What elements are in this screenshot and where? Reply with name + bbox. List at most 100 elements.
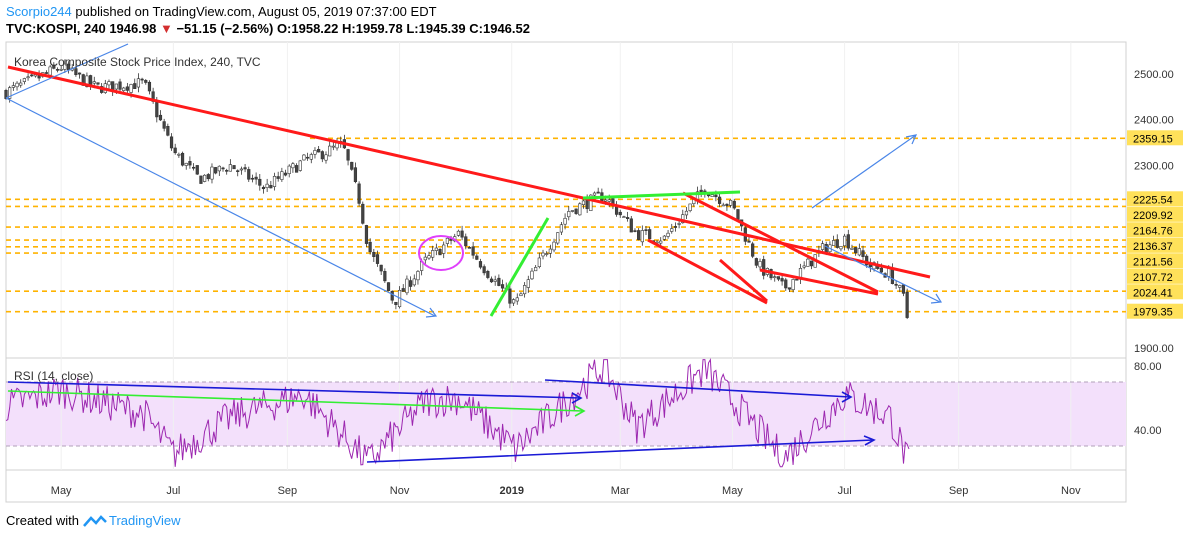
candle-body — [806, 258, 810, 267]
candle-body — [890, 267, 895, 284]
candle-body — [563, 217, 567, 225]
close-value: 1946.52 — [482, 21, 530, 36]
rsi-blue-downtrend-2[interactable] — [544, 379, 851, 398]
red-wedge-lower-1[interactable] — [647, 238, 768, 305]
candle-body — [250, 177, 255, 180]
candle-body — [659, 240, 663, 244]
candle-body — [434, 247, 438, 251]
candle-body — [52, 64, 56, 69]
rsi-blue-uptrend[interactable] — [366, 439, 874, 463]
price-level-tag — [1127, 130, 1183, 146]
candle-body — [144, 80, 148, 83]
candle-body — [732, 200, 736, 209]
tradingview-brand[interactable]: TradingView — [108, 513, 181, 528]
author-link[interactable]: Scorpio244 — [6, 4, 72, 19]
candle-body — [184, 162, 188, 166]
candle-body — [493, 279, 497, 282]
candle-body — [545, 253, 549, 255]
candle-body — [272, 175, 277, 187]
candle-body — [438, 248, 442, 256]
tradingview-logo-icon — [83, 514, 107, 527]
candle-body — [688, 203, 692, 211]
red-wedge-lower-3[interactable] — [719, 258, 768, 303]
candle-body — [26, 76, 30, 79]
candle-body — [309, 154, 313, 160]
candle-body — [773, 276, 777, 279]
candle-body — [596, 191, 600, 194]
blue-down-arrow[interactable] — [824, 245, 941, 303]
arrowhead-icon — [425, 307, 438, 318]
candle-body — [670, 228, 674, 232]
candle-body — [199, 175, 203, 184]
time-tick-label: Jul — [838, 485, 852, 497]
price-level-tag — [1127, 206, 1183, 222]
red-wedge-lower-2[interactable] — [759, 268, 879, 296]
candle-body — [622, 216, 626, 218]
time-tick-label: Jul — [166, 485, 180, 497]
candle-body — [136, 78, 141, 88]
red-wedge-upper[interactable] — [682, 191, 879, 294]
arrowhead-icon — [863, 435, 876, 446]
candle-body — [445, 237, 449, 244]
candle-body — [556, 232, 560, 244]
rsi-label: RSI (14, close) — [14, 369, 93, 383]
candle-body — [147, 81, 152, 92]
candle-body — [456, 230, 461, 236]
candle-body — [228, 164, 232, 172]
candle-body — [581, 200, 586, 205]
candle-body — [717, 196, 722, 204]
price-tick-label: 2500.00 — [1134, 69, 1174, 81]
candle-body — [497, 277, 501, 286]
candle-body — [894, 283, 898, 286]
blue-channel-top[interactable] — [5, 43, 129, 99]
candle-body — [217, 165, 221, 172]
candle-body — [471, 246, 475, 256]
candle-body — [383, 271, 387, 282]
candle-body — [780, 278, 784, 282]
candle-body — [843, 235, 847, 247]
published-text: published on TradingView.com, August 05,… — [75, 4, 437, 19]
candle-body — [710, 194, 714, 197]
time-tick-label: Sep — [949, 485, 969, 497]
candle-body — [11, 85, 15, 88]
blue-target-arrow[interactable] — [811, 134, 917, 209]
candle-body — [442, 244, 446, 254]
candle-body — [180, 152, 185, 166]
time-tick-label: May — [722, 485, 743, 497]
price-level-label: 2107.72 — [1133, 272, 1173, 284]
candle-body — [747, 240, 751, 243]
candle-body — [839, 245, 843, 250]
candle-body — [515, 297, 519, 302]
candle-body — [331, 145, 335, 148]
ohlc-header: TVC:KOSPI, 240 1946.98 ▼ −51.15 (−2.56%)… — [6, 21, 530, 36]
candle-body — [629, 218, 633, 233]
green-uptrend-line[interactable] — [489, 217, 550, 317]
candle-body — [298, 160, 302, 171]
rsi-green-downtrend[interactable] — [7, 390, 584, 412]
highlight-ellipse[interactable] — [418, 235, 464, 271]
candle-body — [589, 194, 593, 212]
candle-body — [346, 149, 350, 161]
candle-body — [865, 255, 869, 266]
candle-body — [901, 284, 906, 294]
candle-body — [879, 267, 884, 273]
candle-body — [317, 148, 321, 153]
candle-body — [276, 176, 280, 179]
candle-body — [431, 250, 435, 258]
candle-body — [37, 75, 41, 79]
green-resistance-line[interactable] — [582, 190, 741, 200]
candle-body — [603, 199, 608, 202]
candle-body — [534, 267, 538, 272]
blue-channel-arrow[interactable] — [5, 97, 436, 317]
candle-body — [225, 170, 229, 172]
rsi-blue-downtrend[interactable] — [7, 381, 581, 399]
candle-body — [133, 83, 137, 89]
candle-body — [258, 178, 262, 186]
price-level-label: 2164.76 — [1133, 225, 1173, 237]
red-downtrend-line[interactable] — [7, 65, 931, 279]
candle-body — [313, 150, 317, 155]
candle-body — [460, 230, 464, 238]
candle-body — [489, 278, 494, 283]
candle-body — [482, 266, 486, 274]
